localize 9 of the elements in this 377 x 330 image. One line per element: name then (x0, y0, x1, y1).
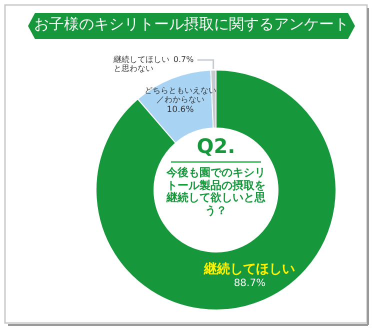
slice-label: 継続してほしいと思わない (113, 55, 170, 74)
slice-label: 継続してほしい (202, 262, 296, 278)
chart-title: お子様のキシリトール摂取に関するアンケート (33, 15, 350, 34)
text: Q2. (196, 134, 236, 158)
data-label: 10.6% (166, 105, 195, 116)
slice-label: どちらともいえない／わからない (144, 86, 216, 104)
data-label: 88.7% (232, 278, 267, 290)
data-label: 0.7% (173, 55, 195, 64)
text: 今後も園でのキシリトール製品の摂取を継続して欲しいと思う？ (166, 166, 266, 218)
